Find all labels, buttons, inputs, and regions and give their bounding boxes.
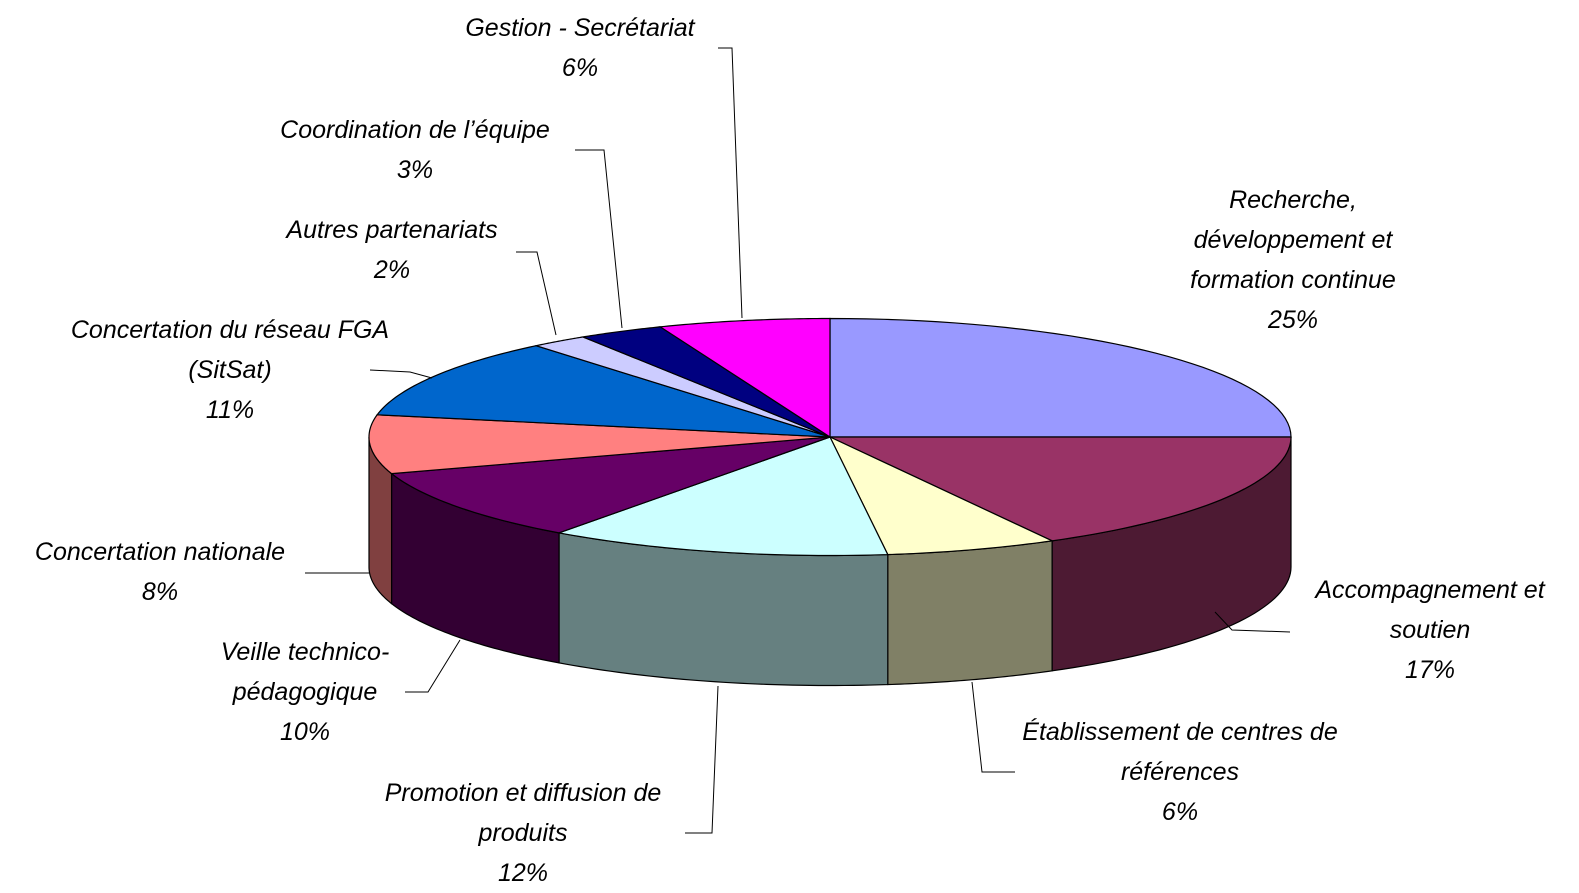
slice	[828, 435, 1055, 556]
value-label: 12%	[497, 859, 549, 887]
slice-label: Établissement de centres de références 6%	[1010, 712, 1350, 832]
leader-line	[369, 369, 433, 379]
value-label: 3%	[396, 156, 434, 184]
value-label: 25%	[1267, 306, 1319, 334]
category-name: Autres partenariats	[286, 216, 498, 244]
slice	[533, 336, 831, 438]
leader-line	[516, 251, 557, 336]
slice-label: Accompagnement et soutien 17%	[1285, 570, 1575, 690]
slice	[580, 326, 831, 438]
slice-label: Gestion - Secrétariat 6%	[410, 8, 750, 88]
leader-line	[405, 639, 461, 693]
pie	[368, 317, 1292, 687]
slice	[368, 414, 831, 475]
value-label: 8%	[141, 578, 179, 606]
slice	[556, 436, 889, 557]
slice	[389, 436, 831, 534]
leader-line	[1214, 611, 1291, 633]
slice	[829, 436, 1292, 542]
slice-label: Concertation nationale 8%	[0, 532, 320, 612]
slice-label: Coordination de l’équipe 3%	[245, 110, 585, 190]
category-name: Veille technico-pédagogique	[220, 638, 390, 706]
slice-side	[887, 540, 1053, 686]
leader-line	[718, 47, 743, 319]
value-label: 6%	[1161, 798, 1199, 826]
leader-line	[685, 685, 719, 834]
category-name: Concertation nationale	[34, 538, 286, 566]
leader-line	[971, 681, 1015, 773]
slice-label: Concertation du réseau FGA (SitSat) 11%	[70, 310, 390, 430]
value-label: 10%	[279, 718, 331, 746]
category-name: Concertation du réseau FGA (SitSat)	[70, 316, 390, 384]
category-name: Recherche, développement et formation co…	[1190, 186, 1396, 294]
value-label: 11%	[205, 396, 255, 424]
leader-line	[575, 149, 623, 329]
value-label: 17%	[1404, 656, 1456, 684]
slice-label: Autres partenariats 2%	[232, 210, 552, 290]
category-name: Établissement de centres de références	[1022, 718, 1338, 786]
slice	[658, 317, 831, 439]
slice-label: Recherche, développement et formation co…	[1143, 180, 1443, 340]
leader-lines	[305, 47, 1291, 834]
slice	[375, 345, 831, 438]
category-name: Accompagnement et soutien	[1315, 576, 1545, 644]
slice-label: Veille technico-pédagogique 10%	[195, 632, 415, 752]
value-label: 6%	[561, 54, 599, 82]
category-name: Gestion - Secrétariat	[465, 14, 695, 42]
slice	[829, 317, 1292, 438]
category-name: Promotion et diffusion de produits	[384, 779, 662, 847]
category-name: Coordination de l’équipe	[280, 116, 550, 144]
value-label: 2%	[373, 256, 411, 284]
slice-label: Promotion et diffusion de produits 12%	[353, 773, 693, 893]
